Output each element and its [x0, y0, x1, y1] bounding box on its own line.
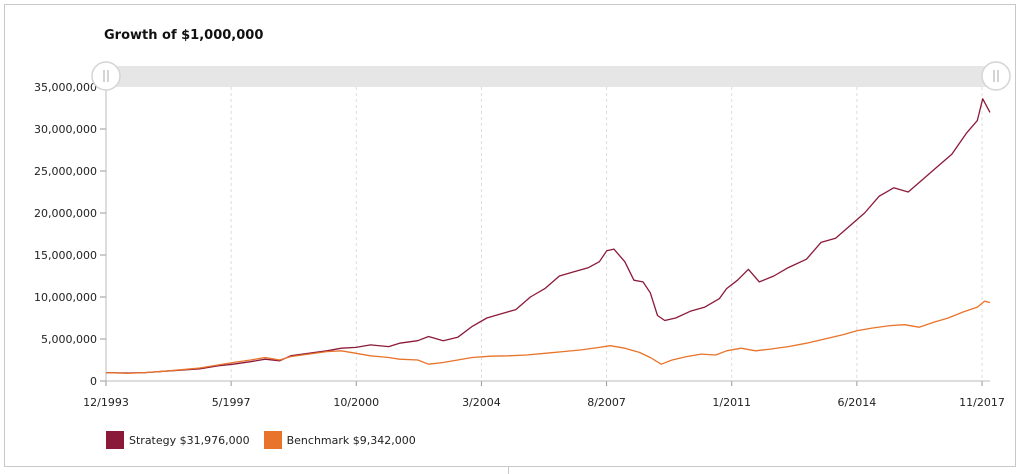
x-tick-label: 8/2007	[587, 396, 626, 409]
y-tick-label: 10,000,000	[34, 291, 97, 304]
y-tick-label: 35,000,000	[34, 81, 97, 94]
range-handles[interactable]	[91, 61, 1011, 91]
x-tick-label: 11/2017	[959, 396, 1005, 409]
x-tick-label: 1/2011	[712, 396, 751, 409]
legend-label-strategy: Strategy $31,976,000	[129, 433, 250, 447]
strategy-line	[105, 98, 991, 374]
benchmark-swatch	[263, 431, 282, 449]
grid-lines	[230, 87, 983, 381]
y-tick-label: 25,000,000	[34, 165, 97, 178]
y-tick-label: 30,000,000	[34, 123, 97, 136]
y-axis: 0 5,000,000 10,000,000 15,000,000 20,000,000…	[34, 81, 107, 388]
panel-divider-tick	[508, 466, 509, 474]
x-tick-label: 3/2004	[462, 396, 501, 409]
strategy-swatch	[106, 431, 124, 449]
legend-item-strategy[interactable]: Strategy $31,976,000	[106, 431, 250, 449]
y-tick-label: 5,000,000	[41, 333, 97, 346]
x-tick-label: 5/1997	[212, 396, 251, 409]
panel-bottom-border	[4, 466, 1016, 467]
benchmark-line	[105, 300, 991, 375]
legend-label-benchmark: Benchmark $9,342,000	[286, 433, 416, 447]
legend-item-benchmark[interactable]: Benchmark $9,342,000	[263, 431, 416, 449]
range-handle-left[interactable]	[91, 61, 121, 91]
y-tick-label: 20,000,000	[34, 207, 97, 220]
legend: Strategy $31,976,000 Benchmark $9,342,00…	[106, 430, 430, 450]
x-axis: 12/1993 5/1997 10/2000 3/2004 8/2007 1/2011 6/…	[83, 380, 1005, 409]
x-tick-label: 6/2014	[838, 396, 877, 409]
y-tick-label: 15,000,000	[34, 249, 97, 262]
series-lines	[105, 98, 991, 375]
chart-title: Growth of $1,000,000	[104, 28, 264, 43]
x-tick-label: 10/2000	[333, 396, 379, 409]
y-tick-label: 0	[90, 375, 97, 388]
range-scrollbar-track[interactable]	[106, 66, 996, 87]
range-handle-right[interactable]	[981, 61, 1011, 91]
x-tick-label: 12/1993	[83, 396, 129, 409]
